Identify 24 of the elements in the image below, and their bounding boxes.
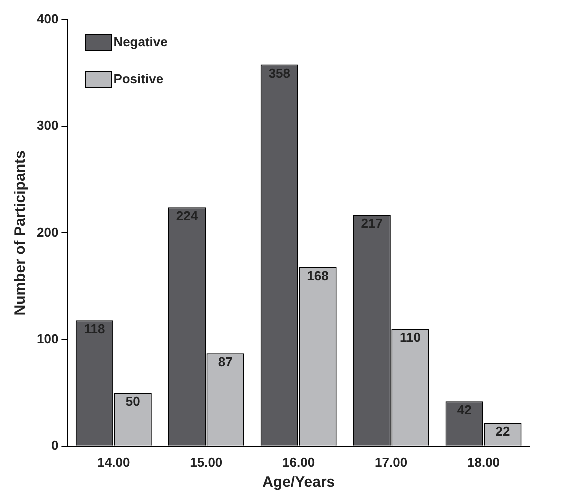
y-tick-label: 300	[36, 118, 59, 134]
data-label: 22	[496, 424, 510, 440]
y-tick-label: 0	[51, 438, 59, 453]
data-label: 50	[126, 394, 140, 410]
y-tick-label: 100	[36, 331, 59, 346]
x-axis-title: Age/Years	[262, 474, 336, 492]
legend-label: Negative	[114, 34, 168, 50]
data-label: 217	[361, 216, 383, 232]
y-tick-label: 400	[36, 12, 59, 27]
data-label: 224	[176, 208, 199, 224]
data-label: 118	[84, 322, 106, 337]
legend-label: Positive	[114, 72, 164, 87]
y-tick-label: 200	[36, 224, 59, 240]
x-tick-label: 18.00	[467, 454, 500, 470]
data-label: 87	[218, 354, 233, 370]
data-label: 358	[268, 66, 291, 81]
y-axis-title: Number of Participants	[12, 150, 30, 316]
data-label: 110	[400, 330, 421, 346]
data-label: 168	[307, 268, 329, 284]
x-tick-label: 17.00	[375, 454, 408, 470]
x-tick-label: 16.00	[282, 454, 316, 470]
data-label: 42	[457, 402, 472, 418]
x-tick-label: 15.00	[190, 454, 223, 470]
x-tick-label: 14.00	[98, 454, 130, 470]
